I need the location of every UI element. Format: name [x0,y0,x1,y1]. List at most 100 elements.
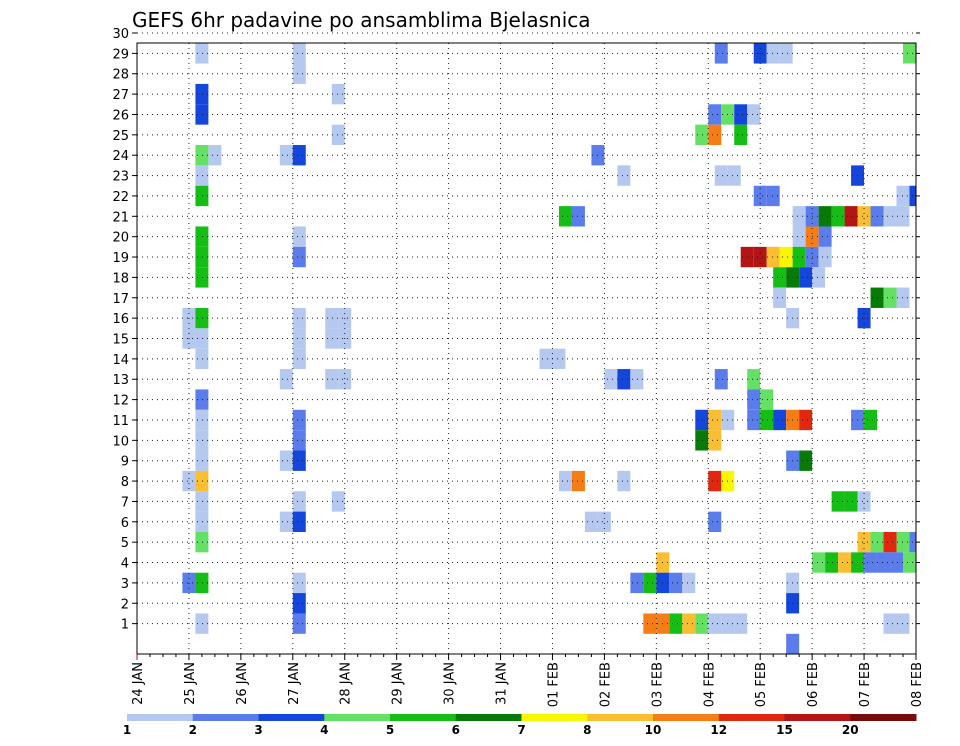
colorbar-label: 2 [189,723,197,737]
colorbar-swatch [127,714,193,721]
precip-cell [812,267,825,287]
x-tick-label: 28 JAN [339,662,354,705]
plot-frame [137,43,916,654]
precip-cell [715,165,728,185]
precip-cell [708,104,721,124]
precip-cell [559,206,572,226]
precip-cell [864,552,877,572]
precip-cell [903,552,916,572]
y-tick-label: 1 [121,618,129,633]
precip-cell [903,43,916,63]
x-tick-label: 26 JAN [235,662,250,705]
x-tick-label: 06 FEB [806,662,821,707]
precip-cell [293,145,306,165]
precip-cell [747,410,760,430]
precip-cell [715,43,728,63]
precip-cell [799,267,812,287]
precip-cell [293,64,306,84]
precip-cell [708,471,721,491]
precip-cell [786,634,799,654]
y-tick-label: 9 [121,455,129,470]
precip-cell [708,410,721,430]
precip-cell [293,226,306,246]
precip-cell [338,369,351,389]
precip-cell [293,349,306,369]
precip-cell [604,369,617,389]
y-tick-label: 11 [112,414,129,429]
precip-cell [877,552,890,572]
x-tick-label: 29 JAN [391,662,406,705]
y-tick-label: 14 [112,353,129,368]
y-tick-label: 29 [112,47,129,62]
precip-cell [293,491,306,511]
x-tick-label: 24 JAN [131,662,146,705]
colorbar-swatch [587,714,653,721]
precip-cell [585,512,598,532]
colorbar-swatch [324,714,390,721]
x-tick-label: 02 FEB [598,662,613,707]
colorbar-swatch [456,714,522,721]
precip-cell [293,593,306,613]
colorbar-label: 20 [842,723,859,737]
precip-cell [747,369,760,389]
y-tick-label: 6 [121,516,129,531]
precip-cell [793,247,806,267]
precip-cell [293,247,306,267]
colorbar-label: 12 [710,723,727,737]
precip-cell [754,247,767,267]
precip-cell [643,573,656,593]
y-tick-label: 7 [121,495,129,510]
y-tick-label: 26 [112,108,129,123]
precip-cell [845,206,858,226]
y-tick-label: 5 [121,536,129,551]
x-tick-label: 03 FEB [650,662,665,707]
precip-cell [280,451,293,471]
precip-cell [773,288,786,308]
grid-lines [137,33,916,654]
colorbar-swatch [850,714,916,721]
precip-cell [643,613,656,633]
y-tick-label: 8 [121,475,129,490]
colorbar-swatch [522,714,588,721]
colorbar-label: 5 [386,723,394,737]
y-axis: 1234567891011121314151617181920212223242… [112,27,920,633]
x-tick-label: 07 FEB [858,662,873,707]
x-tick-label: 27 JAN [287,662,302,705]
y-tick-label: 22 [112,190,129,205]
colorbar-label: 1 [123,723,131,737]
y-tick-label: 28 [112,68,129,83]
precip-cell [293,328,306,348]
precip-cell [669,613,682,633]
precip-cell [819,206,832,226]
precip-cell [552,349,565,369]
precip-cell [819,226,832,246]
x-tick-label: 08 FEB [910,662,925,707]
precip-cell [773,410,786,430]
x-tick-label: 25 JAN [183,662,198,705]
precip-cell [559,471,572,491]
y-tick-label: 30 [112,27,129,42]
colorbar-label: 4 [320,723,328,737]
precip-cell [845,491,858,511]
precip-cell [734,613,747,633]
precip-cell [890,552,903,572]
precip-cell [708,512,721,532]
precip-cell [799,451,812,471]
precip-cell [864,410,877,430]
x-tick-label: 01 FEB [546,662,561,707]
precip-cell [884,532,897,552]
precip-cell [773,267,786,287]
precip-cell [682,573,695,593]
precip-cell [812,552,825,572]
y-tick-label: 25 [112,129,129,144]
precip-cell [708,430,721,450]
x-tick-label: 31 JAN [495,662,510,705]
colorbar-swatch [193,714,259,721]
y-tick-label: 27 [112,88,129,103]
precip-cell [280,369,293,389]
precip-cell [780,43,793,63]
x-tick-label: 30 JAN [443,662,458,705]
colorbar-swatch [719,714,785,721]
colorbar-swatch [785,714,851,721]
